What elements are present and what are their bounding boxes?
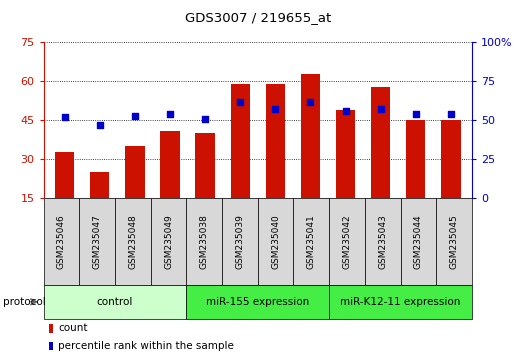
Point [236, 99, 244, 104]
Point [166, 111, 174, 117]
Text: protocol: protocol [3, 297, 45, 307]
Text: miR-155 expression: miR-155 expression [206, 297, 309, 307]
Text: GSM235048: GSM235048 [128, 214, 137, 269]
Text: GSM235042: GSM235042 [343, 214, 351, 269]
Point [377, 107, 385, 112]
Bar [406, 120, 425, 237]
Bar [266, 84, 285, 237]
Point [342, 108, 350, 114]
Point [201, 116, 209, 122]
Point [61, 114, 69, 120]
Text: GSM235046: GSM235046 [57, 214, 66, 269]
Text: percentile rank within the sample: percentile rank within the sample [58, 341, 234, 351]
Text: GSM235044: GSM235044 [414, 214, 423, 269]
Point [411, 111, 420, 117]
Point [306, 99, 314, 104]
Bar [55, 152, 74, 237]
Text: GSM235041: GSM235041 [307, 214, 316, 269]
Text: GSM235040: GSM235040 [271, 214, 280, 269]
Text: GSM235038: GSM235038 [200, 214, 209, 269]
Bar [301, 74, 320, 237]
Text: control: control [97, 297, 133, 307]
Text: miR-K12-11 expression: miR-K12-11 expression [341, 297, 461, 307]
Point [96, 122, 104, 128]
Bar [336, 110, 355, 237]
Text: GSM235049: GSM235049 [164, 214, 173, 269]
Text: count: count [58, 323, 88, 333]
Text: GSM235047: GSM235047 [93, 214, 102, 269]
Text: GSM235043: GSM235043 [378, 214, 387, 269]
Text: GSM235039: GSM235039 [235, 214, 244, 269]
Text: GDS3007 / 219655_at: GDS3007 / 219655_at [185, 11, 331, 24]
Bar [371, 87, 390, 237]
Text: GSM235045: GSM235045 [449, 214, 459, 269]
Point [271, 107, 280, 112]
Bar [125, 146, 145, 237]
Point [131, 113, 139, 119]
Point [447, 111, 455, 117]
Bar [195, 133, 215, 237]
Bar [441, 120, 461, 237]
Bar [90, 172, 109, 237]
Bar [161, 131, 180, 237]
Bar [230, 84, 250, 237]
